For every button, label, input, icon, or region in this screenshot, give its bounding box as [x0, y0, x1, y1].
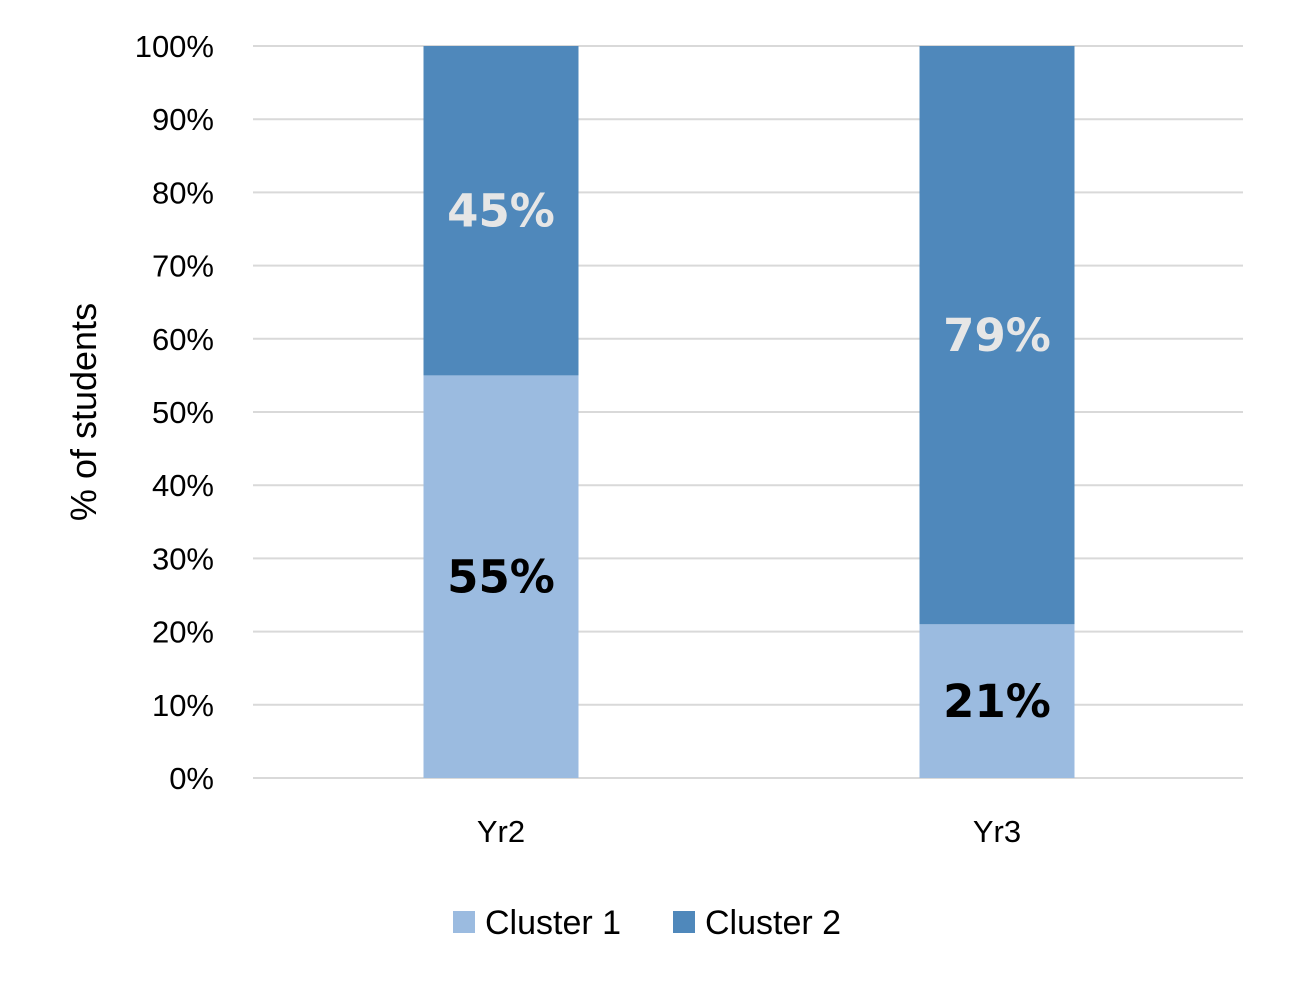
bar-segment-cluster-2-yr2: [423, 46, 579, 376]
legend-label: Cluster 2: [705, 904, 841, 942]
legend-item-cluster-1: Cluster 1: [453, 904, 621, 942]
data-labels: 55% 45% 21% 79%: [447, 185, 1051, 728]
y-tick-label: 20%: [152, 615, 214, 650]
y-tick-label: 30%: [152, 541, 214, 576]
data-label: 79%: [943, 309, 1051, 362]
x-tick-label: Yr3: [973, 814, 1021, 849]
bar-segment-cluster-1-yr3: [919, 624, 1075, 778]
y-tick-label: 40%: [152, 468, 214, 503]
legend-swatch: [673, 911, 695, 933]
y-tick-label: 100%: [135, 29, 214, 64]
data-label: 45%: [447, 185, 555, 238]
y-tick-label: 70%: [152, 249, 214, 284]
data-label: 21%: [943, 675, 1051, 728]
y-tick-label: 10%: [152, 688, 214, 723]
y-tick-label: 60%: [152, 322, 214, 357]
data-label: 55%: [447, 551, 555, 604]
x-tick-label: Yr2: [477, 814, 525, 849]
bar-segment-cluster-1-yr2: [423, 375, 579, 778]
y-tick-label: 80%: [152, 175, 214, 210]
y-tick-label: 50%: [152, 395, 214, 430]
legend-swatch: [453, 911, 475, 933]
legend-label: Cluster 1: [485, 904, 621, 942]
legend-item-cluster-2: Cluster 2: [673, 904, 841, 942]
bar-segment-cluster-2-yr3: [919, 46, 1075, 625]
gridlines: [253, 45, 1243, 779]
bars: [423, 46, 1075, 778]
x-axis-tick-labels: Yr2 Yr3: [477, 814, 1021, 849]
y-tick-label: 90%: [152, 102, 214, 137]
y-axis-tick-labels: 0% 10% 20% 30% 40% 50% 60% 70% 80% 90% 100%: [135, 29, 214, 796]
legend: Cluster 1 Cluster 2: [453, 904, 841, 942]
y-axis-label: % of students: [63, 303, 104, 521]
y-tick-label: 0%: [169, 761, 214, 796]
